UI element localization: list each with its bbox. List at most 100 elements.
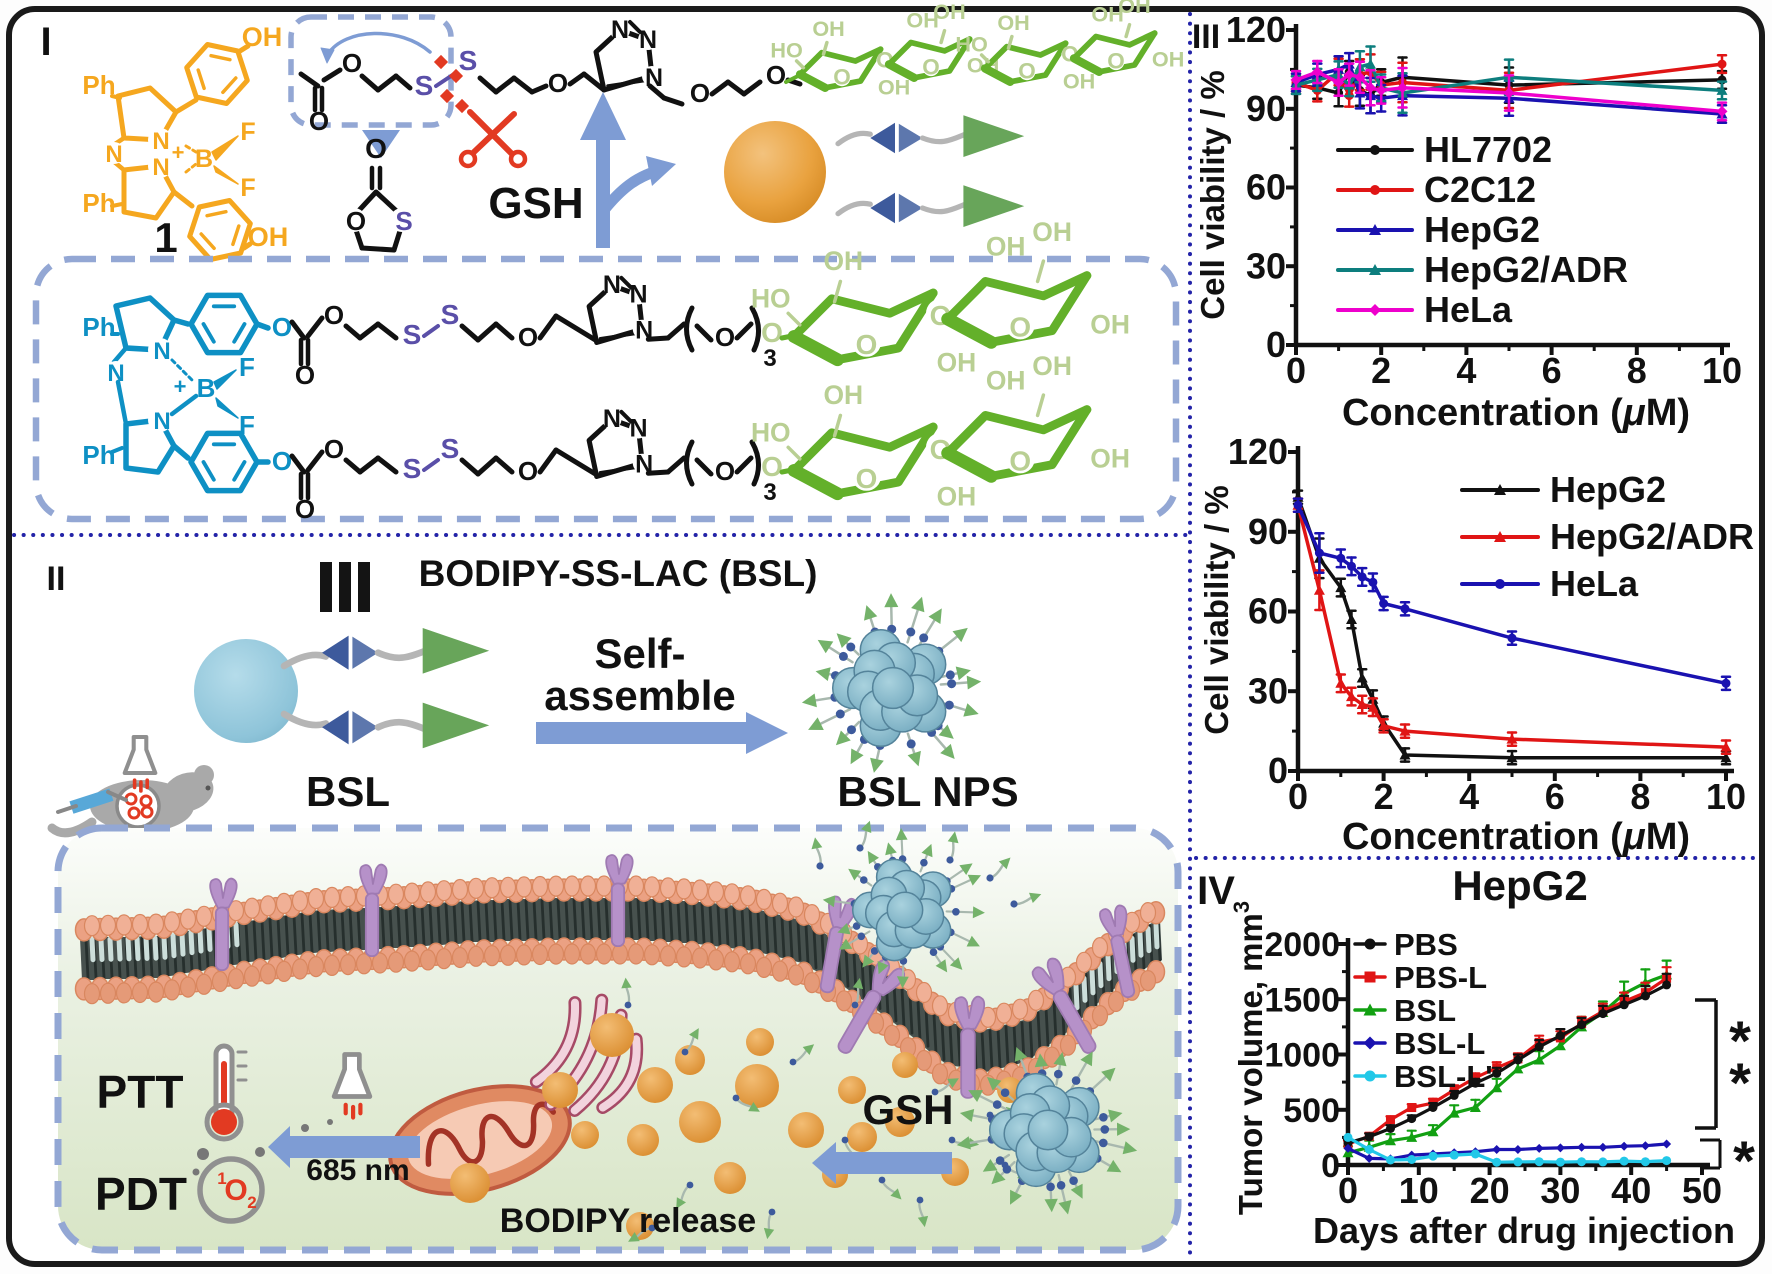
svg-text:C2C12: C2C12 bbox=[1424, 169, 1536, 210]
svg-text:BSL: BSL bbox=[1394, 993, 1456, 1028]
svg-text:PDT: PDT bbox=[95, 1168, 187, 1220]
svg-text:O: O bbox=[690, 78, 710, 108]
svg-text:10: 10 bbox=[1702, 350, 1742, 391]
svg-text:S: S bbox=[415, 70, 434, 101]
svg-text:6: 6 bbox=[1545, 776, 1565, 817]
svg-text:1000: 1000 bbox=[1264, 1037, 1340, 1075]
svg-text:OH: OH bbox=[937, 347, 977, 377]
svg-text:OH: OH bbox=[823, 380, 863, 410]
svg-text:30: 30 bbox=[1540, 1170, 1580, 1211]
svg-text:HO: HO bbox=[770, 38, 802, 63]
svg-text:F: F bbox=[240, 118, 255, 146]
svg-text:+: + bbox=[174, 374, 187, 399]
svg-text:GSH: GSH bbox=[862, 1086, 953, 1133]
svg-text:O: O bbox=[295, 360, 315, 390]
svg-text:O: O bbox=[715, 456, 735, 486]
svg-text:N: N bbox=[153, 338, 170, 365]
svg-text:II: II bbox=[47, 560, 66, 598]
svg-text:OH: OH bbox=[1032, 351, 1072, 381]
svg-text:OH: OH bbox=[878, 75, 910, 100]
svg-text:Cell viability / %: Cell viability / % bbox=[1198, 485, 1235, 734]
svg-text:PTT: PTT bbox=[97, 1066, 184, 1118]
svg-text:HepG2/ADR: HepG2/ADR bbox=[1424, 249, 1628, 290]
svg-text:BSL NPS: BSL NPS bbox=[837, 768, 1018, 815]
svg-text:HeLa: HeLa bbox=[1424, 289, 1513, 330]
svg-text:O: O bbox=[833, 64, 850, 89]
svg-text:6: 6 bbox=[1542, 350, 1562, 391]
svg-text:HeLa: HeLa bbox=[1550, 563, 1639, 604]
svg-text:60: 60 bbox=[1248, 591, 1288, 632]
svg-text:OH: OH bbox=[986, 231, 1026, 261]
svg-text:8: 8 bbox=[1627, 350, 1647, 391]
svg-text:685 nm: 685 nm bbox=[306, 1154, 409, 1187]
svg-text:O: O bbox=[856, 463, 878, 494]
svg-text:0: 0 bbox=[1321, 1147, 1340, 1185]
svg-text:90: 90 bbox=[1248, 511, 1288, 552]
svg-text:1500: 1500 bbox=[1264, 981, 1340, 1019]
svg-text:O: O bbox=[224, 1174, 247, 1207]
svg-text:500: 500 bbox=[1283, 1092, 1340, 1130]
svg-text:OH: OH bbox=[933, 0, 965, 24]
svg-text:N: N bbox=[639, 26, 657, 54]
svg-text:S: S bbox=[403, 453, 422, 484]
svg-text:BSL-L: BSL-L bbox=[1394, 1026, 1485, 1061]
svg-text:2: 2 bbox=[247, 1193, 256, 1212]
svg-text:OH: OH bbox=[997, 10, 1029, 35]
svg-text:40: 40 bbox=[1611, 1170, 1651, 1211]
svg-text:0: 0 bbox=[1338, 1170, 1358, 1211]
svg-text:OH: OH bbox=[906, 7, 938, 32]
svg-text:S: S bbox=[403, 319, 422, 350]
svg-text:10: 10 bbox=[1399, 1170, 1439, 1211]
svg-text:HL7702: HL7702 bbox=[1424, 129, 1552, 170]
svg-text:50: 50 bbox=[1682, 1170, 1722, 1211]
svg-text:OH: OH bbox=[1090, 310, 1130, 340]
svg-text:N: N bbox=[153, 408, 170, 435]
svg-text:120: 120 bbox=[1228, 431, 1288, 472]
svg-text:N: N bbox=[603, 271, 621, 299]
svg-text:O: O bbox=[922, 54, 939, 79]
svg-text:OH: OH bbox=[1090, 444, 1130, 474]
svg-text:OH: OH bbox=[248, 222, 289, 252]
svg-text:PBS-L: PBS-L bbox=[1394, 960, 1487, 995]
svg-text:O: O bbox=[761, 451, 783, 482]
svg-text:III: III bbox=[1192, 18, 1220, 56]
svg-text:0: 0 bbox=[1268, 750, 1288, 791]
svg-text:GSH: GSH bbox=[488, 179, 583, 228]
svg-text:Ph: Ph bbox=[82, 440, 115, 470]
svg-text:O: O bbox=[856, 329, 878, 360]
svg-text:O: O bbox=[1018, 58, 1035, 83]
svg-text:Self-: Self- bbox=[594, 630, 685, 677]
svg-text:20: 20 bbox=[1470, 1170, 1510, 1211]
svg-text:3: 3 bbox=[763, 479, 776, 506]
svg-text:N: N bbox=[603, 405, 621, 433]
svg-text:O: O bbox=[548, 68, 568, 98]
svg-text:OH: OH bbox=[1118, 0, 1150, 18]
svg-text:4: 4 bbox=[1456, 350, 1476, 391]
svg-text:O: O bbox=[1009, 312, 1031, 343]
svg-text:2000: 2000 bbox=[1264, 926, 1340, 964]
svg-text:4: 4 bbox=[1459, 776, 1479, 817]
svg-text:S: S bbox=[441, 299, 460, 330]
svg-text:Ph: Ph bbox=[82, 312, 115, 342]
svg-text:B: B bbox=[195, 145, 213, 173]
svg-text:S: S bbox=[441, 433, 460, 464]
svg-text:O: O bbox=[324, 300, 344, 330]
svg-text:O: O bbox=[766, 60, 786, 90]
svg-text:OH: OH bbox=[242, 22, 283, 52]
svg-text:O: O bbox=[715, 322, 735, 352]
svg-text:90: 90 bbox=[1246, 88, 1286, 129]
svg-text:Tumor volume, mm3: Tumor volume, mm3 bbox=[1229, 901, 1269, 1215]
svg-text:N: N bbox=[629, 415, 647, 443]
svg-text:HepG2: HepG2 bbox=[1550, 469, 1666, 510]
svg-text:O: O bbox=[272, 446, 292, 476]
svg-text:0: 0 bbox=[1266, 324, 1286, 365]
svg-text:8: 8 bbox=[1630, 776, 1650, 817]
svg-text:N: N bbox=[611, 16, 629, 44]
svg-text:HepG2/ADR: HepG2/ADR bbox=[1550, 516, 1754, 557]
svg-text:OH: OH bbox=[1032, 217, 1072, 247]
svg-text:3: 3 bbox=[763, 345, 776, 372]
svg-text:1: 1 bbox=[217, 1169, 226, 1188]
svg-text:BODIPY-SS-LAC (BSL): BODIPY-SS-LAC (BSL) bbox=[419, 553, 818, 594]
svg-text:0: 0 bbox=[1288, 776, 1308, 817]
svg-text:N: N bbox=[107, 360, 124, 387]
